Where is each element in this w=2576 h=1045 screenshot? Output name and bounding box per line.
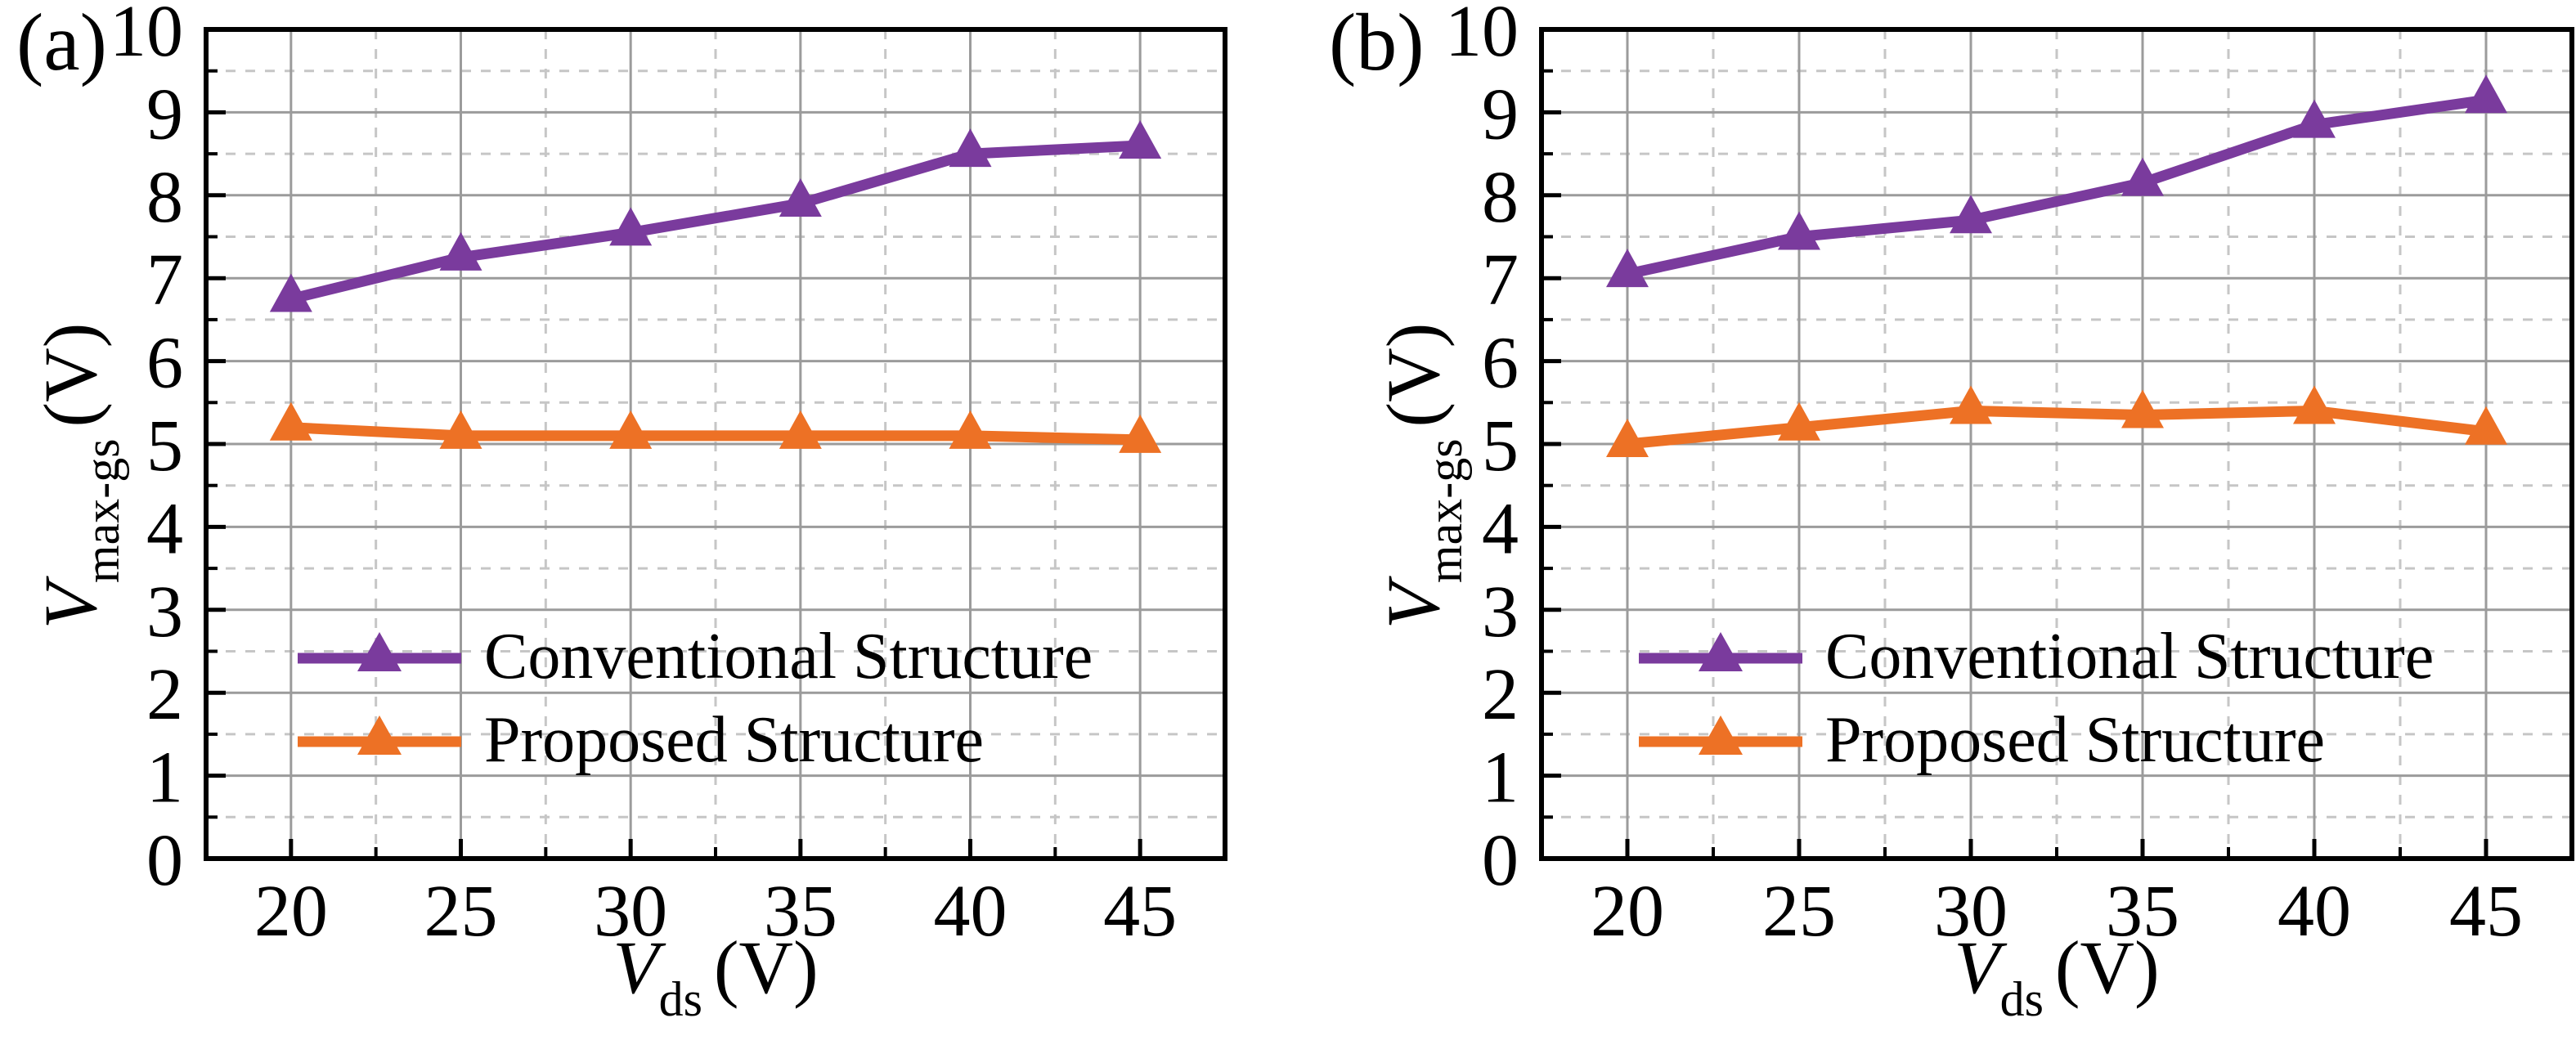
- legend-item-conventional: Conventional Structure: [293, 615, 1093, 698]
- x-axis-unit: (V): [2054, 926, 2160, 1009]
- legend-marker-conventional-icon: [1639, 632, 1802, 671]
- svg-text:45: 45: [1103, 871, 1177, 952]
- y-axis-variable: V: [1371, 583, 1455, 630]
- svg-text:25: 25: [424, 871, 498, 952]
- svg-text:9: 9: [1482, 74, 1519, 155]
- svg-text:4: 4: [146, 488, 183, 569]
- legend-b: Conventional Structure Proposed Structur…: [1634, 615, 2434, 782]
- svg-text:20: 20: [254, 871, 328, 952]
- svg-text:35: 35: [2106, 871, 2179, 952]
- svg-text:8: 8: [146, 157, 183, 238]
- legend-item-proposed: Proposed Structure: [293, 698, 1093, 782]
- y-axis-subscript: max-gs: [1417, 438, 1472, 584]
- x-axis-title-a: Vds (V): [429, 922, 1002, 1024]
- svg-text:20: 20: [1591, 871, 1664, 952]
- svg-text:1: 1: [1482, 738, 1519, 819]
- legend-marker-proposed-icon: [298, 715, 461, 755]
- svg-text:4: 4: [1482, 488, 1519, 569]
- legend-label-proposed: Proposed Structure: [1825, 703, 2326, 776]
- svg-text:2: 2: [1482, 654, 1519, 735]
- svg-text:5: 5: [1482, 406, 1519, 487]
- svg-text:30: 30: [1934, 871, 2008, 952]
- x-axis-variable: V: [613, 926, 659, 1009]
- legend-a: Conventional Structure Proposed Structur…: [293, 615, 1093, 782]
- x-axis-title-b: Vds (V): [1770, 922, 2343, 1024]
- y-axis-variable: V: [28, 583, 112, 630]
- svg-text:10: 10: [110, 0, 183, 72]
- legend-marker-proposed-icon: [1639, 715, 1802, 755]
- svg-text:35: 35: [764, 871, 837, 952]
- y-axis-subscript: max-gs: [74, 438, 129, 584]
- x-axis-subscript: ds: [658, 972, 702, 1026]
- svg-text:6: 6: [146, 323, 183, 404]
- legend-label-proposed: Proposed Structure: [484, 703, 985, 776]
- legend-label-conventional: Conventional Structure: [484, 620, 1093, 693]
- y-axis-title-b: Vmax-gs (V): [1368, 322, 1472, 630]
- svg-text:0: 0: [146, 820, 183, 901]
- svg-text:0: 0: [1482, 820, 1519, 901]
- y-axis-title-a: Vmax-gs (V): [25, 322, 129, 630]
- svg-text:7: 7: [146, 240, 183, 321]
- svg-text:45: 45: [2449, 871, 2523, 952]
- svg-text:7: 7: [1482, 240, 1519, 321]
- svg-text:25: 25: [1762, 871, 1836, 952]
- legend-label-conventional: Conventional Structure: [1825, 620, 2435, 693]
- svg-text:5: 5: [146, 406, 183, 487]
- legend-marker-conventional-icon: [298, 632, 461, 671]
- svg-text:6: 6: [1482, 323, 1519, 404]
- svg-text:8: 8: [1482, 157, 1519, 238]
- svg-text:40: 40: [934, 871, 1008, 952]
- svg-text:10: 10: [1445, 0, 1519, 72]
- legend-item-conventional: Conventional Structure: [1634, 615, 2434, 698]
- svg-text:1: 1: [146, 738, 183, 819]
- svg-text:3: 3: [146, 572, 183, 653]
- panel-label-b: (b): [1329, 0, 1425, 87]
- svg-text:2: 2: [146, 654, 183, 735]
- svg-text:9: 9: [146, 74, 183, 155]
- svg-text:30: 30: [594, 871, 667, 952]
- svg-text:3: 3: [1482, 572, 1519, 653]
- x-axis-subscript: ds: [1999, 972, 2044, 1026]
- x-axis-unit: (V): [713, 926, 819, 1009]
- panel-label-a: (a): [16, 0, 107, 87]
- x-axis-variable: V: [1954, 926, 2000, 1009]
- legend-item-proposed: Proposed Structure: [1634, 698, 2434, 782]
- y-axis-unit: (V): [1371, 322, 1455, 428]
- y-axis-unit: (V): [28, 322, 112, 428]
- svg-text:40: 40: [2278, 871, 2351, 952]
